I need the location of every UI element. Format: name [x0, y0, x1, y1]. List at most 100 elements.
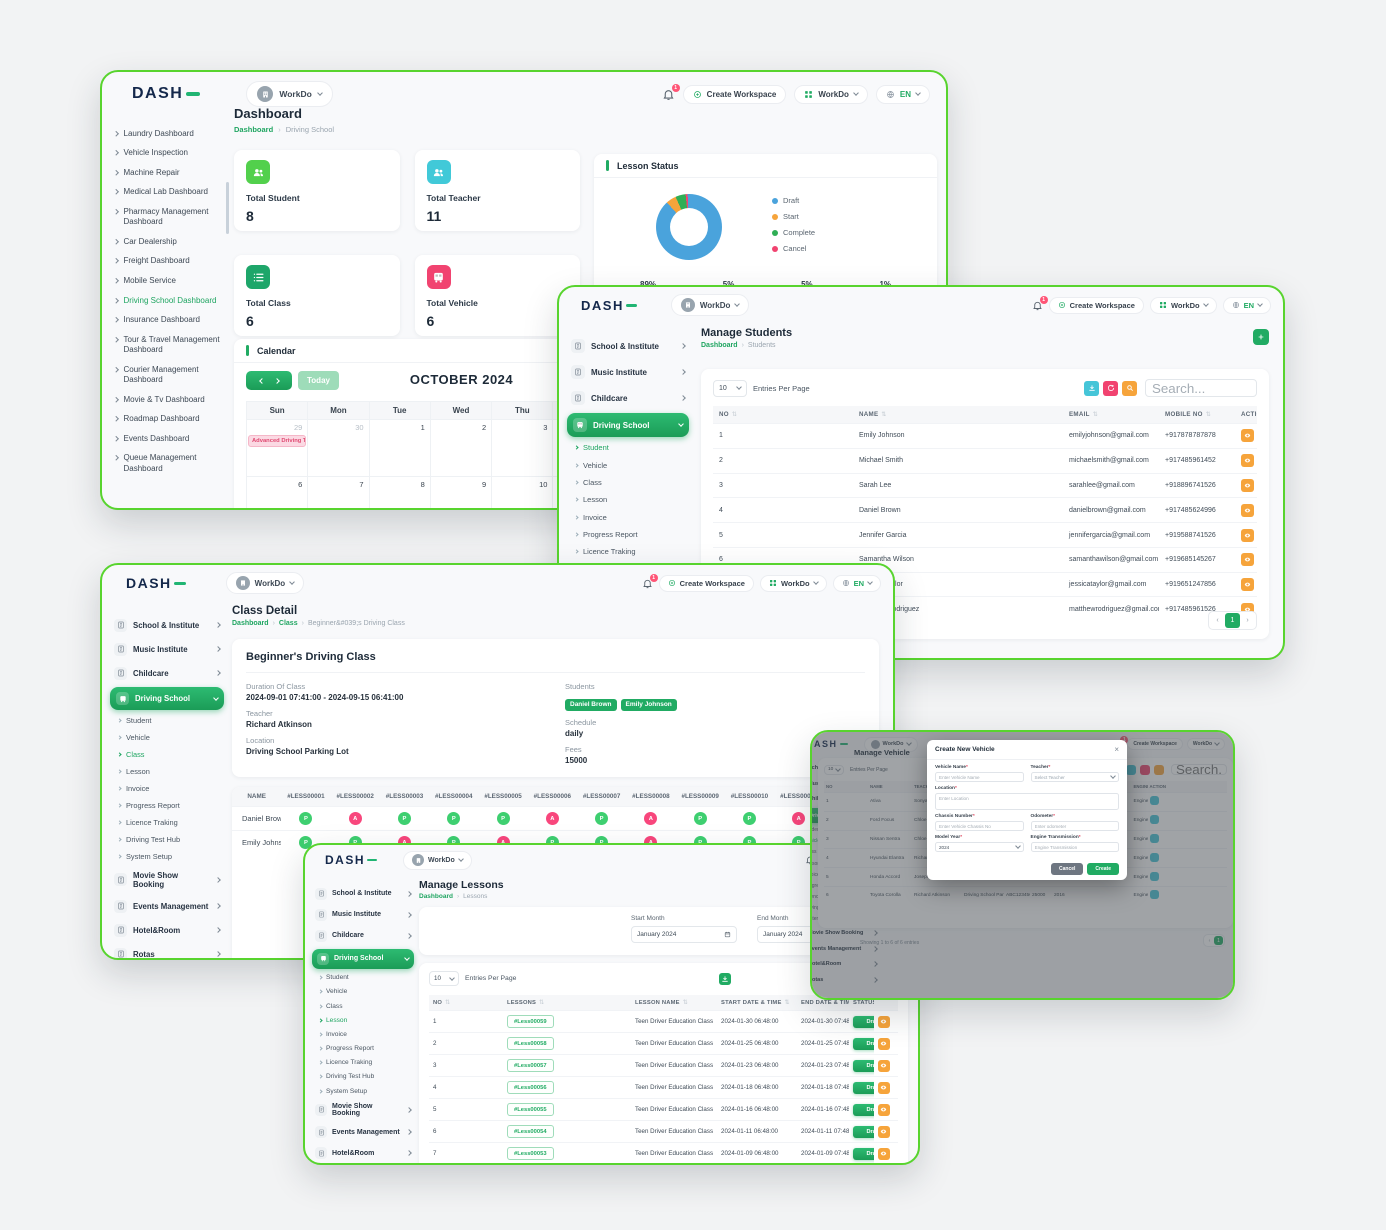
notification-bell-icon[interactable]: 1 — [642, 573, 658, 589]
music-institute-icon[interactable]: Music Institute — [110, 637, 224, 661]
status-badge[interactable]: Draft — [853, 1059, 874, 1072]
sidebar-item[interactable]: Tour & Travel Management Dashboard — [113, 330, 220, 360]
childcare-icon[interactable]: Childcare — [567, 385, 689, 411]
column-header[interactable]: NO ⇅ — [713, 406, 853, 424]
calendar-day-cell[interactable]: 6 — [247, 477, 309, 508]
next-page-button[interactable]: › — [1246, 617, 1249, 624]
sidebar-subitem[interactable]: Licence Traking — [567, 543, 689, 560]
school-institute-icon[interactable]: School & Institute — [312, 883, 414, 904]
location-textarea[interactable]: Enter Location — [935, 793, 1119, 810]
calendar-day-cell[interactable]: 7 — [308, 477, 370, 508]
sidebar-item[interactable]: Freight Dashboard — [113, 252, 220, 272]
sidebar-subitem[interactable]: Invoice — [312, 1027, 414, 1041]
breadcrumb-root[interactable]: Dashboard — [419, 893, 453, 900]
movie-show-booking-icon[interactable]: Movie Show Booking — [312, 1098, 414, 1121]
column-header[interactable]: START DATE & TIME ⇅ — [717, 995, 797, 1011]
sidebar-subitem[interactable]: Lesson — [567, 491, 689, 508]
sidebar-item[interactable]: Queue Management Dashboard — [113, 449, 220, 479]
vehicle-name-input[interactable] — [939, 774, 1020, 780]
sidebar-subitem[interactable]: System Setup — [312, 1084, 414, 1098]
calendar-day-cell[interactable]: 29 — [247, 420, 309, 476]
search-toggle-button[interactable] — [1122, 380, 1137, 396]
breadcrumb-root[interactable]: Dashboard — [701, 342, 738, 349]
view-button[interactable] — [1241, 478, 1254, 492]
sidebar-subitem[interactable]: System Setup — [110, 848, 224, 865]
present-mark[interactable]: P — [595, 812, 609, 825]
view-button[interactable] — [1241, 454, 1254, 468]
sidebar-subitem[interactable]: Class — [312, 999, 414, 1013]
sidebar-scrollbar[interactable] — [226, 182, 229, 234]
music-institute-icon[interactable]: Music Institute — [312, 904, 414, 925]
hotel-room-icon[interactable]: Hotel&Room — [312, 1143, 414, 1163]
create-workspace-button[interactable]: Create Workspace — [1048, 296, 1144, 314]
present-mark[interactable]: P — [693, 812, 707, 825]
column-header[interactable]: NAME ⇅ — [853, 406, 1063, 424]
hotel-room-icon[interactable]: Hotel&Room — [110, 918, 224, 942]
sidebar-item[interactable]: Pharmacy Management Dashboard — [113, 202, 220, 232]
lesson-id-chip[interactable]: #Less00059 — [507, 1015, 554, 1028]
notification-bell-icon[interactable]: 1 — [662, 83, 680, 101]
sidebar-item[interactable]: Courier Management Dashboard — [113, 360, 220, 390]
create-button[interactable]: Create — [1087, 863, 1119, 875]
lesson-id-chip[interactable]: #Less00056 — [507, 1081, 554, 1094]
add-student-button[interactable] — [1253, 329, 1269, 345]
view-button[interactable] — [1241, 553, 1254, 567]
column-header[interactable]: LESSONS ⇅ — [503, 995, 631, 1011]
sidebar-item[interactable]: Laundry Dashboard — [113, 124, 220, 144]
sidebar-item[interactable]: Insurance Dashboard — [113, 311, 220, 331]
sidebar-item[interactable]: Roadmap Dashboard — [113, 410, 220, 430]
view-button[interactable] — [1241, 528, 1254, 542]
present-mark[interactable]: P — [742, 812, 756, 825]
view-button[interactable] — [877, 1147, 890, 1160]
chassis-input[interactable] — [939, 823, 1020, 829]
events-management-icon[interactable]: Events Management — [110, 894, 224, 918]
start-month-input[interactable]: January 2024 — [631, 926, 737, 943]
workspace-selector[interactable]: WorkDo — [225, 572, 305, 594]
workdo-menu-button[interactable]: WorkDo — [1149, 296, 1217, 314]
entries-per-page-select[interactable]: 10 — [429, 971, 459, 986]
column-header[interactable]: EMAIL ⇅ — [1063, 406, 1159, 424]
legend-item[interactable]: Start — [772, 212, 815, 221]
status-badge[interactable]: Draft — [853, 1147, 874, 1160]
status-badge[interactable]: Draft — [853, 1015, 874, 1028]
odometer-input[interactable] — [1034, 823, 1115, 829]
student-badge[interactable]: Emily Johnson — [620, 698, 677, 711]
view-button[interactable] — [877, 1059, 890, 1072]
sidebar-subitem[interactable]: Invoice — [567, 509, 689, 526]
breadcrumb-root[interactable]: Dashboard — [234, 125, 274, 134]
school-institute-icon[interactable]: School & Institute — [110, 613, 224, 637]
calendar-event[interactable]: Advanced Driving Tes — [248, 435, 306, 447]
calendar-day-cell[interactable]: 1 — [369, 420, 431, 476]
sidebar-subitem[interactable]: Lesson — [312, 1013, 414, 1027]
sidebar-subitem[interactable]: Vehicle — [567, 456, 689, 473]
sidebar-item[interactable]: Movie & Tv Dashboard — [113, 390, 220, 410]
sidebar-subitem[interactable]: Progress Report — [312, 1042, 414, 1056]
view-button[interactable] — [877, 1037, 890, 1050]
workdo-menu-button[interactable]: WorkDo — [759, 574, 827, 592]
absent-mark[interactable]: A — [348, 812, 362, 825]
movie-show-booking-icon[interactable]: Movie Show Booking — [110, 865, 224, 894]
absent-mark[interactable]: A — [792, 812, 806, 825]
events-management-icon[interactable]: Events Management — [312, 1121, 414, 1142]
legend-item[interactable]: Complete — [772, 228, 815, 237]
cancel-button[interactable]: Cancel — [1051, 863, 1084, 875]
legend-item[interactable]: Cancel — [772, 244, 815, 253]
close-icon[interactable]: × — [1114, 744, 1119, 754]
export-button[interactable] — [1084, 380, 1099, 396]
reset-button[interactable] — [1103, 380, 1118, 396]
breadcrumb-root[interactable]: Dashboard — [232, 620, 269, 627]
lesson-id-chip[interactable]: #Less00055 — [507, 1103, 554, 1116]
sidebar-item-driving-school[interactable]: Driving School — [110, 687, 224, 710]
student-badge[interactable]: Daniel Brown — [565, 698, 617, 711]
view-button[interactable] — [1241, 429, 1254, 443]
sidebar-subitem[interactable]: Progress Report — [110, 797, 224, 814]
sidebar-item[interactable]: Medical Lab Dashboard — [113, 183, 220, 203]
calendar-day-cell[interactable]: 3 — [492, 420, 554, 476]
sidebar-subitem[interactable]: Student — [312, 971, 414, 985]
breadcrumb-mid[interactable]: Class — [278, 620, 298, 627]
sidebar-subitem[interactable]: Vehicle — [110, 729, 224, 746]
sidebar-item[interactable]: Vehicle Inspection — [113, 144, 220, 164]
present-mark[interactable]: P — [496, 812, 510, 825]
sidebar-subitem[interactable]: Licence Traking — [312, 1056, 414, 1070]
search-input[interactable] — [1152, 380, 1250, 396]
